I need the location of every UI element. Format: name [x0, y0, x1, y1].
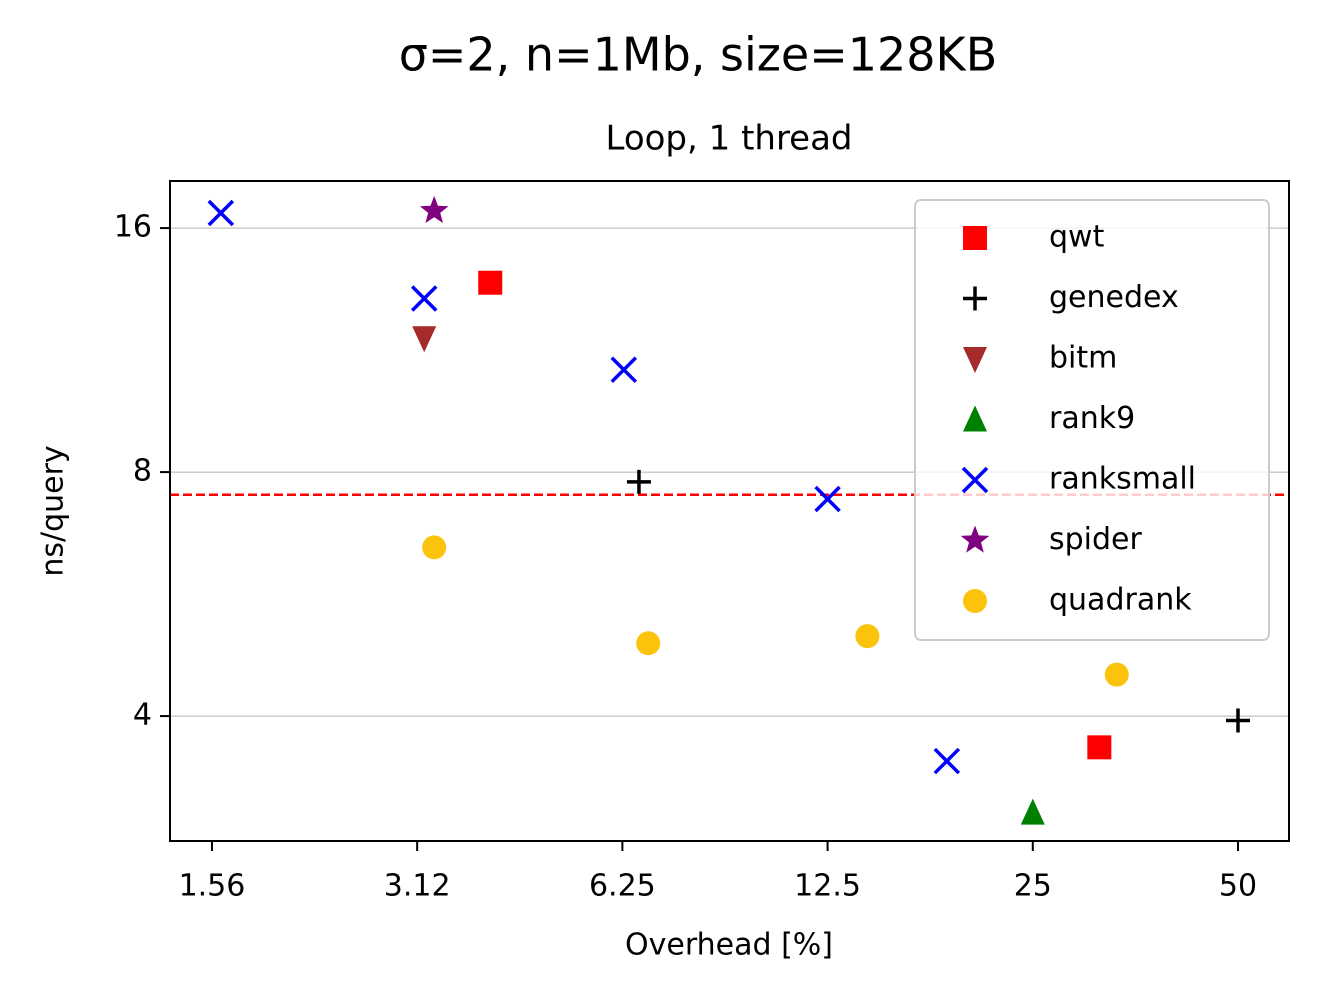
point — [478, 270, 503, 295]
legend-marker — [963, 589, 987, 613]
x-axis-label: Overhead [%] — [625, 928, 833, 963]
y-tick-label: 4 — [133, 698, 152, 733]
x-tick-label: 25 — [1014, 869, 1052, 904]
x-tick-label: 50 — [1219, 869, 1257, 904]
point — [419, 195, 449, 223]
x-tick-label: 6.25 — [589, 869, 656, 904]
point — [207, 199, 235, 227]
legend-marker — [963, 347, 987, 373]
plot-frame — [169, 180, 1290, 842]
point — [626, 469, 651, 494]
point — [1020, 798, 1045, 825]
y-tick-label: 16 — [114, 210, 152, 245]
point — [1087, 735, 1112, 760]
point — [636, 631, 661, 656]
legend-label: genedex — [1049, 280, 1179, 315]
legend-marker — [963, 405, 987, 432]
point — [410, 285, 438, 312]
x-tick-label: 3.12 — [384, 869, 451, 904]
chart-title: σ=2, n=1Mb, size=128KB — [399, 28, 998, 82]
x-tick-label: 1.56 — [179, 869, 246, 904]
point — [933, 747, 961, 775]
legend-label: qwt — [1049, 220, 1105, 255]
legend-label: ranksmall — [1049, 462, 1196, 497]
point — [1104, 662, 1129, 687]
legend-label: spider — [1049, 522, 1143, 557]
point — [1226, 708, 1250, 733]
legend-label: quadrank — [1049, 583, 1192, 618]
legend-marker — [963, 286, 987, 311]
chart-subtitle: Loop, 1 thread — [605, 119, 852, 159]
legend-label: bitm — [1049, 341, 1117, 376]
point — [855, 624, 880, 649]
point — [422, 535, 447, 560]
point — [412, 326, 437, 353]
legend-box — [914, 199, 1270, 641]
legend-marker — [963, 226, 987, 250]
legend-label: rank9 — [1049, 401, 1135, 436]
point — [610, 356, 638, 383]
point — [814, 485, 841, 513]
legend-marker — [960, 525, 990, 553]
legend-marker — [961, 466, 989, 494]
y-axis-label: ns/query — [36, 445, 71, 576]
x-tick-label: 12.5 — [794, 869, 861, 904]
y-tick-label: 8 — [133, 454, 152, 489]
